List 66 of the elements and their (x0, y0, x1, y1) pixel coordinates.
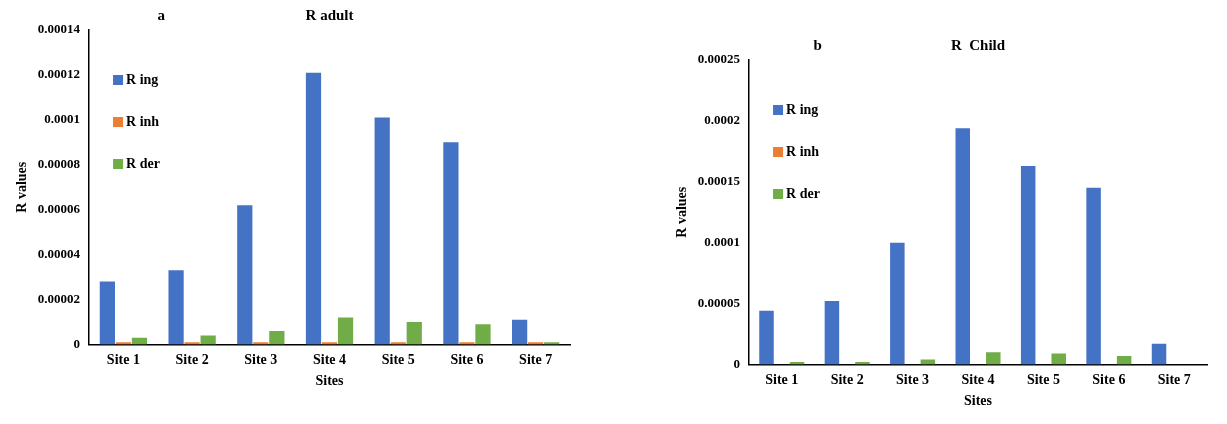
x-tick-label: Site 5 (381, 352, 415, 368)
x-tick-label: Site 6 (450, 352, 484, 368)
legend-label: R der (786, 185, 820, 201)
bar (1116, 355, 1132, 365)
bar (1151, 343, 1167, 365)
legend-label: R inh (786, 143, 820, 159)
bar (99, 281, 115, 345)
x-tick-label: Site 7 (1157, 372, 1191, 388)
y-tick-label: 0 (73, 335, 81, 351)
bar (406, 321, 422, 345)
bar (1086, 187, 1101, 365)
x-tick-label: Site 3 (896, 372, 930, 388)
bar (459, 342, 475, 345)
bar (955, 128, 971, 365)
y-tick-label: 0.00012 (37, 66, 81, 82)
bar (305, 72, 322, 345)
legend-label: R ing (786, 101, 819, 117)
bar (337, 317, 354, 345)
y-axis-title: R values (14, 161, 30, 213)
x-axis-title: Sites (315, 373, 345, 389)
x-axis-title: Sites (964, 393, 993, 409)
x-tick-label: Site 2 (830, 372, 864, 388)
y-tick-label: 0.00005 (697, 294, 741, 310)
x-tick-label: Site 3 (244, 352, 278, 368)
y-axis-title: R values (674, 186, 690, 238)
bar (1020, 165, 1036, 365)
bar (184, 342, 200, 345)
bar (269, 330, 285, 345)
x-tick-label: Site 4 (312, 352, 347, 368)
x-tick-label: Site 2 (175, 352, 209, 368)
x-tick-label: Site 4 (961, 372, 995, 388)
y-tick-label: 0.00014 (37, 21, 81, 37)
legend-label: R inh (126, 113, 160, 129)
bar (443, 142, 459, 345)
y-tick-label: 0.00006 (37, 201, 81, 217)
x-tick-label: Site 1 (765, 372, 799, 388)
bar (986, 352, 1001, 365)
y-tick-label: 0.00025 (697, 51, 741, 67)
y-tick-label: 0.00015 (697, 173, 741, 189)
x-tick-label: Site 1 (106, 352, 140, 368)
y-tick-label: 0.0001 (44, 111, 81, 127)
x-tick-label: Site 5 (1026, 372, 1060, 388)
bar (512, 319, 528, 345)
bar (237, 205, 253, 345)
y-tick-label: 0.00002 (37, 290, 81, 306)
y-tick-label: 0.00004 (37, 245, 81, 261)
bar (168, 270, 184, 345)
bar (824, 301, 840, 365)
text: b (813, 36, 822, 53)
y-tick-label: 0.00008 (37, 156, 81, 172)
bar (890, 242, 905, 365)
bar (200, 335, 216, 345)
x-tick-label: Site 7 (519, 352, 553, 368)
y-tick-label: 0.0001 (704, 234, 741, 249)
bar (1051, 353, 1066, 365)
bar (374, 117, 390, 345)
bar (475, 324, 491, 345)
y-tick-label: 0 (733, 355, 741, 371)
legend-label: R der (126, 155, 160, 171)
chart-title: R adult (305, 6, 354, 23)
bar (759, 310, 774, 365)
text: a (157, 6, 166, 23)
chart-title: R Child (950, 36, 1006, 53)
legend-label: R ing (126, 71, 159, 87)
x-tick-label: Site 6 (1092, 372, 1126, 388)
y-tick-label: 0.0002 (704, 112, 741, 128)
